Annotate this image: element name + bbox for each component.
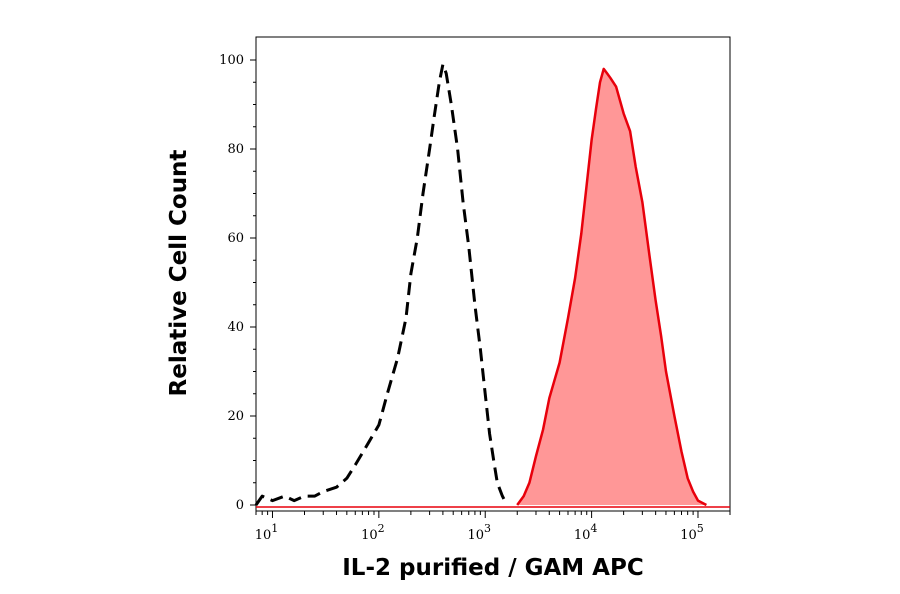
plot-frame [255,36,731,512]
y-tick-label-3: 60 [227,231,244,246]
x-tick-label-0: 101 [255,522,279,543]
x-tick-label-1: 102 [361,522,385,543]
y-tick-label-0: 0 [236,498,244,513]
series-layer [254,62,730,508]
x-axis: 101 102 103 104 105 [255,511,731,543]
y-axis-title: Relative Cell Count [166,150,192,397]
x-tick-label-4: 105 [680,522,704,543]
y-tick-label-1: 20 [227,409,244,424]
y-tick-label-4: 80 [227,142,244,157]
series-1-fill [517,68,707,506]
series-1-line [516,67,707,507]
x-tick-label-3: 104 [574,522,598,543]
y-axis: 0 20 40 60 80 100 [219,53,256,513]
series-0-line [254,62,509,506]
x-tick-label-2: 103 [467,522,491,543]
x-axis-title: IL-2 purified / GAM APC [342,555,643,581]
y-tick-label-2: 40 [227,320,244,335]
y-tick-label-5: 100 [219,53,244,68]
